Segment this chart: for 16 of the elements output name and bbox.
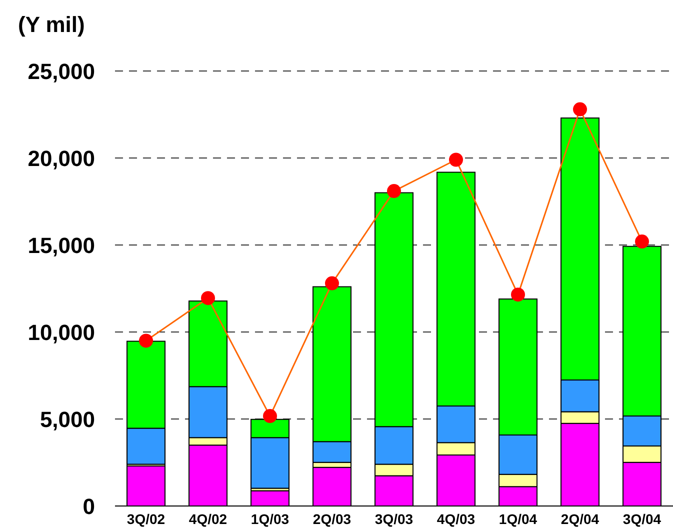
y-axis-title: (Y mil) bbox=[18, 12, 85, 38]
y-tick-label: 5,000 bbox=[40, 406, 95, 432]
y-tick-label: 0 bbox=[82, 494, 95, 519]
y-tick-label: 20,000 bbox=[28, 146, 95, 171]
x-tick-label: 3Q/03 bbox=[374, 510, 414, 527]
x-tick-label: 3Q/02 bbox=[126, 510, 166, 527]
x-tick-label: 1Q/03 bbox=[250, 510, 290, 527]
y-tick-label: 25,000 bbox=[28, 58, 95, 84]
x-tick-label: 2Q/03 bbox=[312, 510, 352, 527]
x-tick-label: 1Q/04 bbox=[498, 510, 538, 527]
x-tick-label: 3Q/04 bbox=[622, 510, 662, 527]
x-tick-label: 2Q/04 bbox=[560, 510, 600, 527]
x-tick-label: 4Q/02 bbox=[188, 510, 228, 527]
y-tick-label: 15,000 bbox=[28, 232, 95, 258]
x-tick-label: 4Q/03 bbox=[436, 510, 476, 527]
y-tick-label: 10,000 bbox=[28, 320, 95, 345]
